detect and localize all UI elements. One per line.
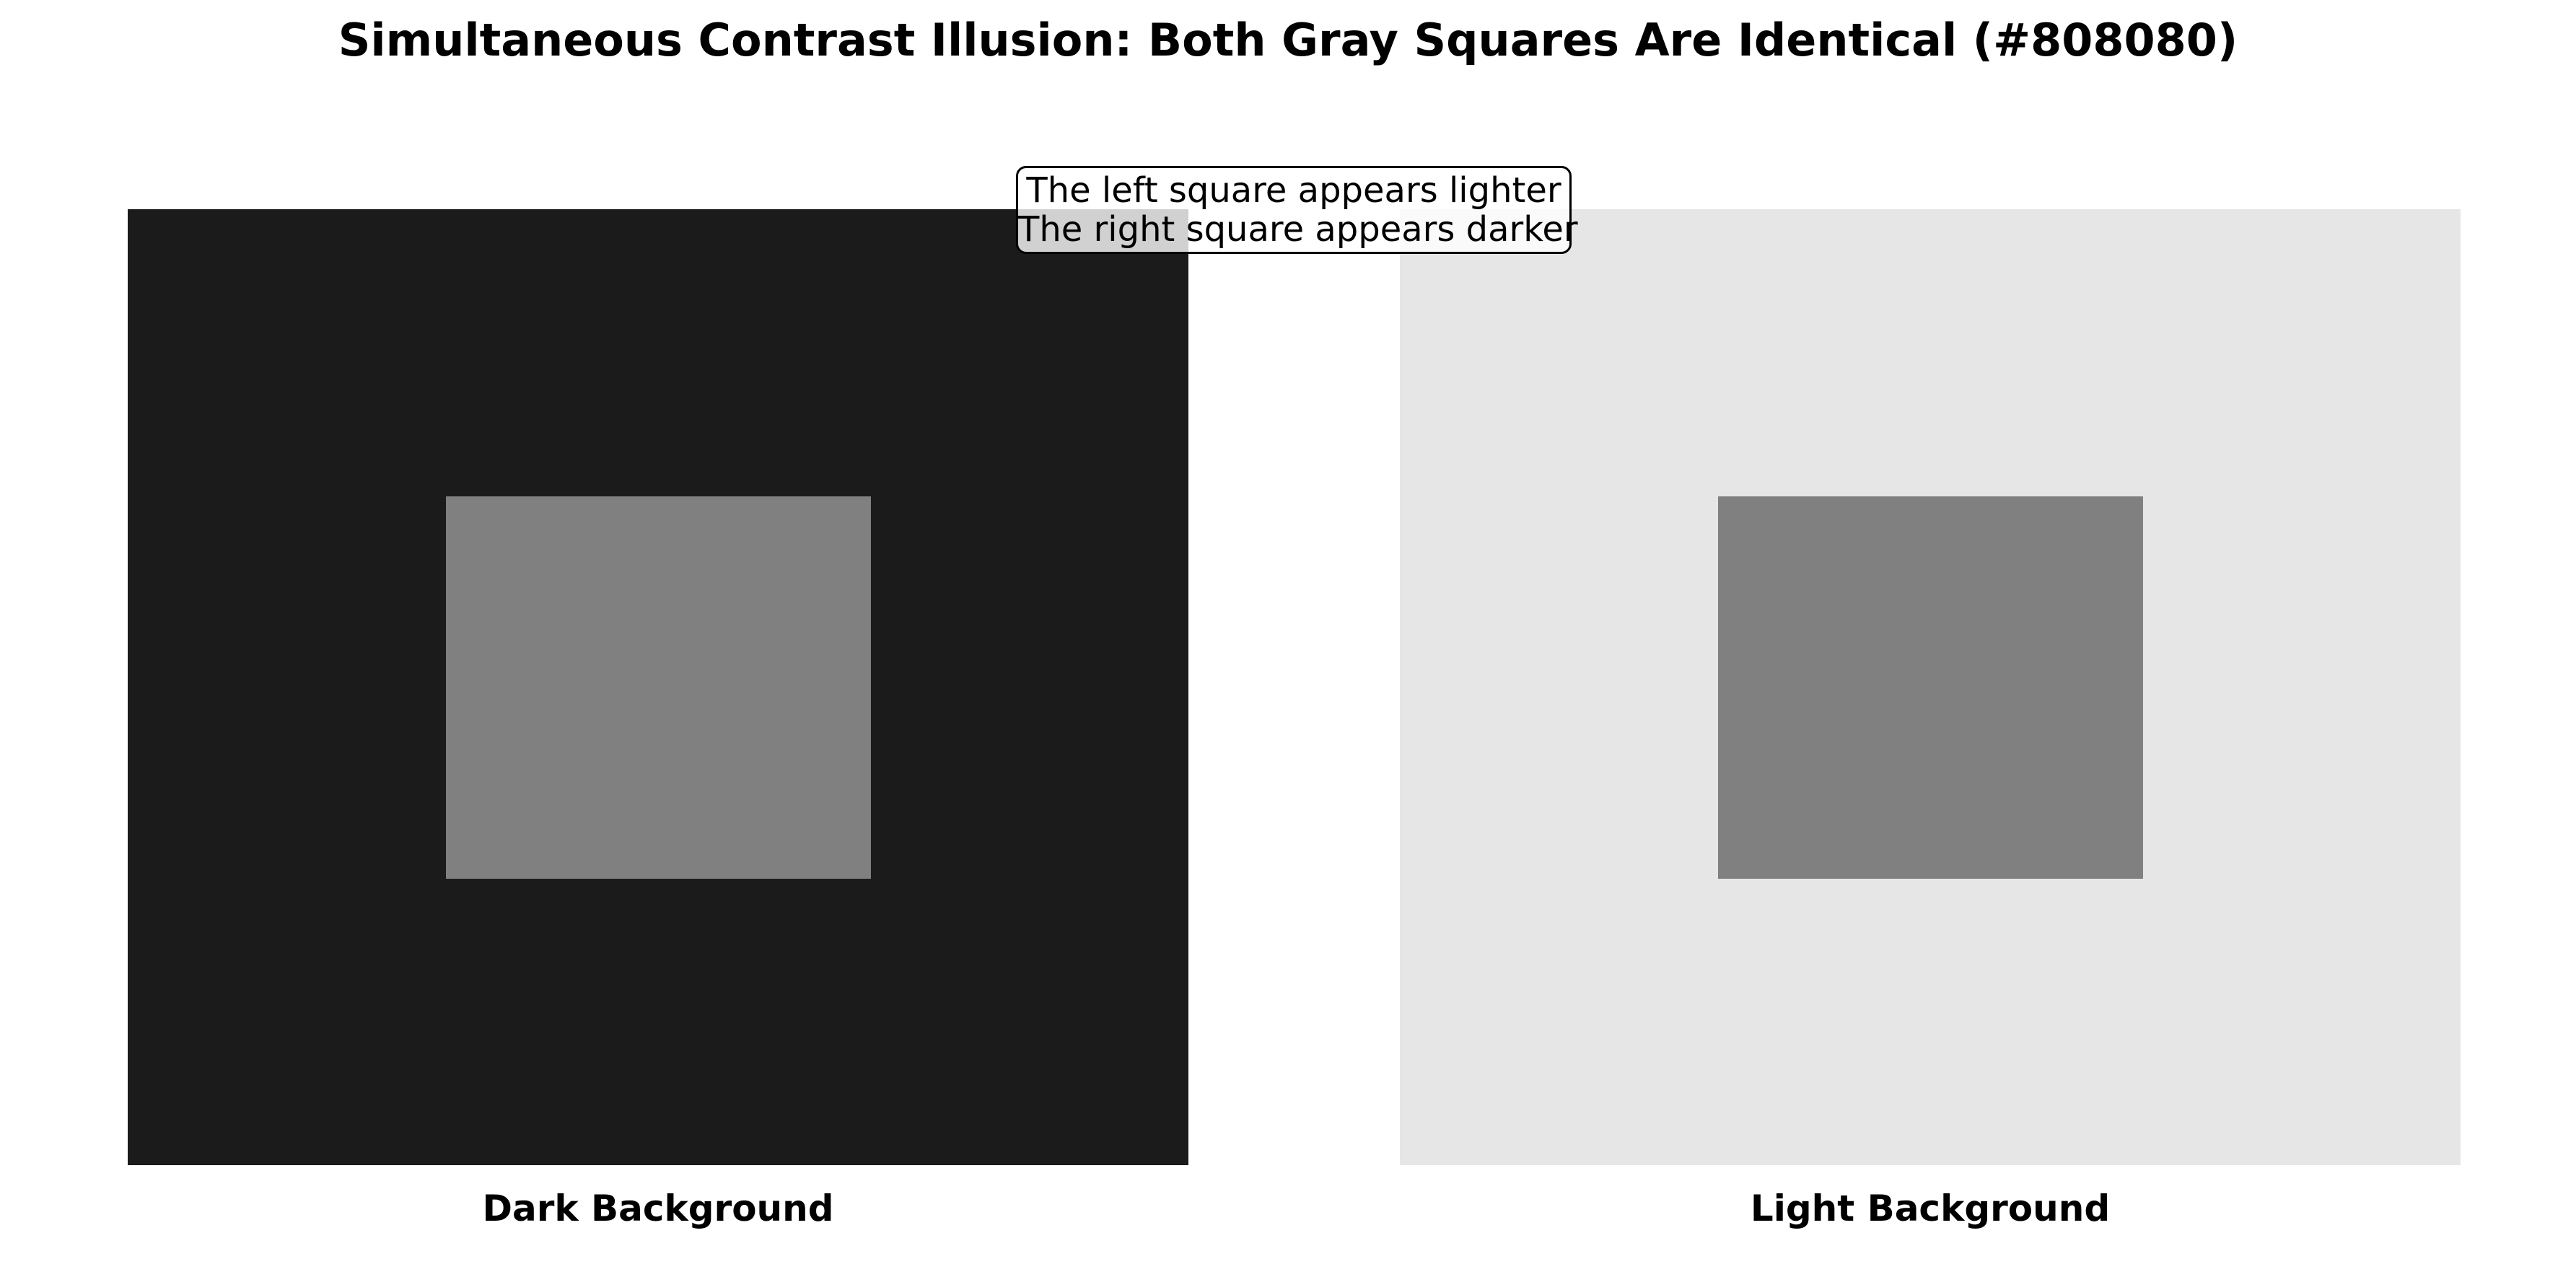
light-background-panel — [1400, 209, 2461, 1165]
figure-title: Simultaneous Contrast Illusion: Both Gra… — [338, 14, 2238, 66]
annotation-box: The left square appears lighter The righ… — [1016, 166, 1578, 254]
dark-background-label: Dark Background — [482, 1188, 834, 1229]
annotation-line-right: The right square appears darker — [1018, 209, 1578, 250]
light-background-label: Light Background — [1750, 1188, 2111, 1229]
dark-background-panel — [128, 209, 1188, 1165]
annotation-line-left: The left square appears lighter — [1026, 170, 1561, 211]
right-gray-square — [1718, 496, 2143, 879]
left-gray-square — [446, 496, 871, 879]
